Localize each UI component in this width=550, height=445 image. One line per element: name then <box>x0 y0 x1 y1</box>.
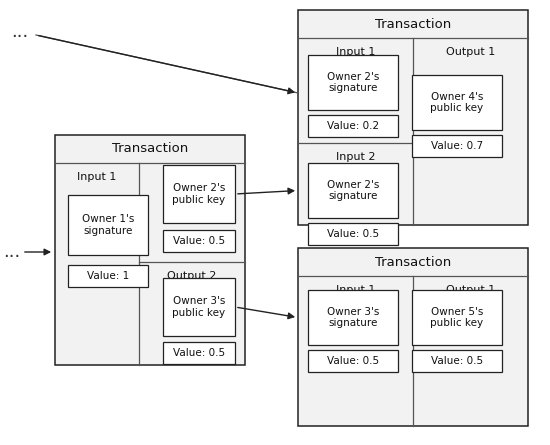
Text: Value: 0.5: Value: 0.5 <box>173 236 225 246</box>
Text: Value: 0.5: Value: 0.5 <box>327 356 379 366</box>
Text: Owner 4's
public key: Owner 4's public key <box>431 92 483 113</box>
Bar <box>163 342 235 364</box>
Text: Input 1: Input 1 <box>336 285 375 295</box>
Text: Value: 0.7: Value: 0.7 <box>431 141 483 151</box>
Bar <box>308 223 398 245</box>
Text: Output 2: Output 2 <box>167 271 217 281</box>
Text: Value: 0.5: Value: 0.5 <box>431 356 483 366</box>
Bar <box>308 115 398 137</box>
Text: Value: 0.5: Value: 0.5 <box>173 348 225 358</box>
Bar <box>163 165 235 223</box>
Text: Owner 2's
signature: Owner 2's signature <box>327 72 379 93</box>
Text: Input 1: Input 1 <box>336 47 375 57</box>
Bar <box>412 75 502 130</box>
Text: Value: 0.2: Value: 0.2 <box>327 121 379 131</box>
Bar <box>412 350 502 372</box>
Bar <box>308 163 398 218</box>
Text: Input 1: Input 1 <box>77 172 117 182</box>
Bar <box>412 135 502 157</box>
Text: Owner 2's
public key: Owner 2's public key <box>173 183 225 205</box>
Text: Input 2: Input 2 <box>336 152 375 162</box>
Bar <box>163 230 235 252</box>
Bar <box>68 195 148 255</box>
Text: Value: 0.5: Value: 0.5 <box>327 229 379 239</box>
Bar <box>298 248 528 426</box>
Text: Owner 2's
signature: Owner 2's signature <box>327 180 379 201</box>
Text: ...: ... <box>12 23 29 41</box>
Bar <box>163 278 235 336</box>
Bar <box>298 10 528 225</box>
Text: Output 1: Output 1 <box>446 285 495 295</box>
Text: Owner 5's
public key: Owner 5's public key <box>431 307 483 328</box>
Text: Value: 1: Value: 1 <box>87 271 129 281</box>
Bar <box>308 290 398 345</box>
Text: Transaction: Transaction <box>375 255 451 268</box>
Bar <box>308 55 398 110</box>
Text: Owner 1's
signature: Owner 1's signature <box>82 214 134 236</box>
Bar <box>308 350 398 372</box>
Text: Owner 3's
signature: Owner 3's signature <box>327 307 379 328</box>
Bar <box>68 265 148 287</box>
Bar <box>55 135 245 365</box>
Text: Owner 3's
public key: Owner 3's public key <box>173 296 225 318</box>
Bar <box>412 290 502 345</box>
Text: Transaction: Transaction <box>112 142 188 155</box>
Text: Transaction: Transaction <box>375 17 451 31</box>
Text: ...: ... <box>3 243 21 261</box>
Text: Output 1: Output 1 <box>446 47 495 57</box>
Text: Output 1: Output 1 <box>167 172 217 182</box>
